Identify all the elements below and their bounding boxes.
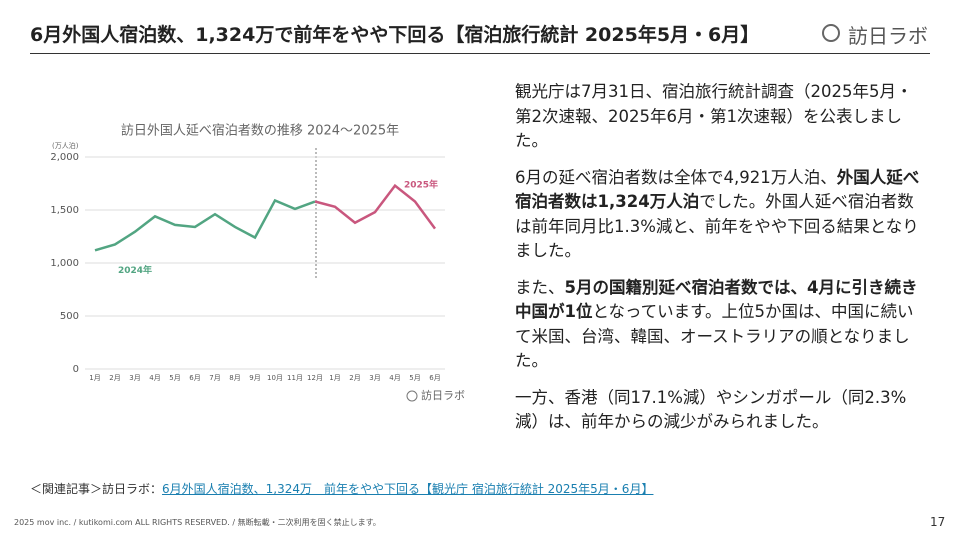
x-tick-label: 1月 [89,374,100,382]
x-tick-label: 3月 [129,374,140,382]
series-line [94,198,316,252]
text: 観光庁は7月31日、宿泊旅行統計調査（2025年5月・第2次速報、2025年6月… [515,82,913,150]
bold-text: 5月の国籍別延べ宿泊者数では、4月に引き続き中国が1位 [515,277,918,322]
text: また、 [515,277,565,297]
logo-icon [822,24,840,42]
series-label: 2025年 [404,179,438,191]
y-tick-label: 2,000 [50,152,79,163]
paragraph: また、5月の国籍別延べ宿泊者数では、4月に引き続き中国が1位となっています。上位… [515,276,920,374]
x-tick-label: 4月 [149,374,160,382]
chart-title: 訪日外国人延べ宿泊者数の推移 2024〜2025年 [121,123,399,139]
x-tick-label: 6月 [429,374,440,382]
page-number: 17 [930,515,946,529]
x-tick-label: 5月 [409,374,420,382]
related-link[interactable]: 6月外国人宿泊数、1,324万 前年をやや下回る【観光庁 宿泊旅行統計 2025… [162,482,654,496]
source-icon [406,390,418,402]
series-label: 2024年 [118,264,152,276]
logo: 訪日ラボ [848,24,928,48]
x-tick-label: 4月 [389,374,400,382]
title-rule [30,53,930,54]
related-prefix: ＜関連記事＞訪日ラボ： [30,482,163,496]
text: 一方、香港（同17.1%減）やシンガポール（同2.3%減）は、前年からの減少がみ… [515,387,907,432]
related-article: ＜関連記事＞訪日ラボ：6月外国人宿泊数、1,324万 前年をやや下回る【観光庁 … [30,480,653,497]
y-tick-label: 1,500 [50,205,79,216]
y-tick-label: 1,000 [50,258,79,269]
paragraph: 一方、香港（同17.1%減）やシンガポール（同2.3%減）は、前年からの減少がみ… [515,386,920,435]
x-tick-label: 11月 [287,374,303,382]
x-tick-label: 1月 [329,374,340,382]
x-tick-label: 12月 [307,374,323,382]
paragraph: 6月の延べ宿泊者数は全体で4,921万人泊、外国人延べ宿泊者数は1,324万人泊… [515,166,920,264]
slide-title: 6月外国人宿泊数、1,324万で前年をやや下回る【宿泊旅行統計 2025年5月・… [30,24,760,46]
text: 6月の延べ宿泊者数は全体で4,921万人泊、 [515,167,837,187]
x-tick-label: 2月 [109,374,120,382]
chart-source: 訪日ラボ [421,388,465,402]
x-tick-label: 5月 [169,374,180,382]
text: でした。外国人延べ宿泊者数は前年同月比1.3%減と、前年をやや下回る結果となりま… [515,192,919,260]
x-tick-label: 2月 [349,374,360,382]
series-line [314,183,437,230]
copyright: 2025 mov inc. / kutikomi.com ALL RIGHTS … [14,518,381,527]
x-tick-label: 3月 [369,374,380,382]
y-axis-label: (万人泊) [52,141,79,150]
y-tick-label: 0 [73,364,79,375]
x-tick-label: 10月 [267,374,283,382]
chart: 訪日外国人延べ宿泊者数の推移 2024〜2025年 (万人泊) 訪日ラボ 0 50… [50,123,465,403]
x-tick-label: 9月 [249,374,260,382]
text: となっています。上位5か国は、中国に続いて米国、台湾、韓国、オーストラリアの順と… [515,302,914,370]
paragraph: 観光庁は7月31日、宿泊旅行統計調査（2025年5月・第2次速報、2025年6月… [515,80,920,154]
x-tick-label: 7月 [209,374,220,382]
x-tick-label: 6月 [189,374,200,382]
y-tick-label: 500 [60,311,79,322]
x-tick-label: 8月 [229,374,240,382]
bold-text: 外国人延べ宿泊者数は1,324万人泊 [515,167,920,212]
body-text: 観光庁は7月31日、宿泊旅行統計調査（2025年5月・第2次速報、2025年6月… [515,80,920,447]
